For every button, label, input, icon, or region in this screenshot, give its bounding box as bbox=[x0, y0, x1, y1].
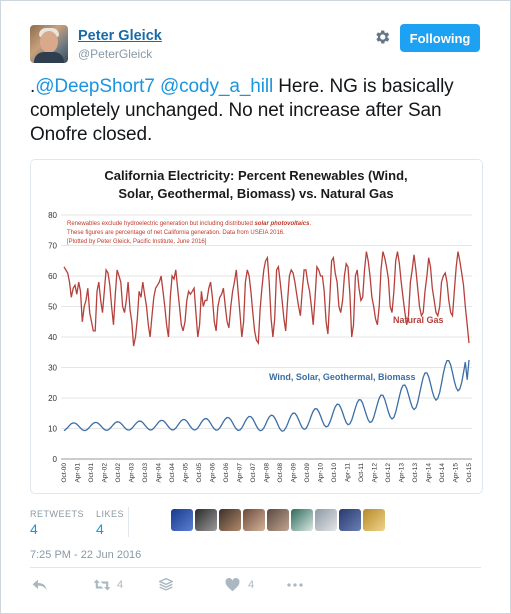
heart-icon bbox=[225, 578, 240, 592]
x-tick-label: Apr-15 bbox=[453, 463, 460, 483]
x-tick-label: Apr-11 bbox=[345, 463, 352, 482]
y-tick-label: 10 bbox=[48, 425, 57, 434]
x-tick-label: Oct-10 bbox=[331, 463, 338, 483]
more-icon bbox=[287, 583, 303, 587]
x-tick-label: Oct-13 bbox=[412, 463, 419, 483]
series-line-renewables bbox=[63, 359, 470, 432]
stack-icon bbox=[159, 578, 173, 591]
y-tick-label: 70 bbox=[48, 242, 57, 251]
y-tick-label: 80 bbox=[48, 211, 57, 220]
x-tick-label: Oct-11 bbox=[358, 463, 365, 482]
stats-divider bbox=[128, 507, 129, 537]
x-tick-label: Apr-02 bbox=[102, 463, 109, 483]
x-tick-label: Oct-03 bbox=[142, 463, 149, 483]
liker-avatar[interactable] bbox=[243, 509, 265, 531]
x-tick-label: Oct-02 bbox=[115, 463, 122, 483]
liker-avatar[interactable] bbox=[363, 509, 385, 531]
x-tick-label: Apr-08 bbox=[264, 463, 271, 483]
retweet-button[interactable]: 4 bbox=[93, 577, 123, 593]
display-name[interactable]: Peter Gleick bbox=[78, 28, 162, 44]
x-tick-label: Apr-10 bbox=[318, 463, 325, 483]
tweet-stats: RETWEETS 4 LIKES 4 bbox=[30, 501, 481, 541]
x-tick-label: Oct-15 bbox=[466, 463, 473, 483]
x-tick-label: Apr-14 bbox=[426, 463, 433, 483]
timestamp[interactable]: 7:25 PM - 22 Jun 2016 bbox=[30, 549, 142, 561]
collection-button[interactable] bbox=[159, 577, 173, 593]
tweet-media-chart[interactable]: California Electricity: Percent Renewabl… bbox=[30, 159, 483, 494]
chart-note-line2: These figures are percentage of net Cali… bbox=[67, 230, 285, 236]
text-body: Here. NG is basically completely unchang… bbox=[30, 76, 454, 145]
liker-avatar[interactable] bbox=[267, 509, 289, 531]
y-tick-label: 20 bbox=[48, 394, 57, 403]
mention-cody-a-hill[interactable]: @cody_a_hill bbox=[159, 76, 274, 97]
liker-avatar[interactable] bbox=[339, 509, 361, 531]
chart-note-line3: [Plotted by Peter Gleick, Pacific Instit… bbox=[67, 239, 207, 245]
following-button[interactable]: Following bbox=[400, 24, 480, 52]
likes-label: LIKES bbox=[96, 509, 125, 519]
liker-avatar[interactable] bbox=[195, 509, 217, 531]
y-tick-label: 30 bbox=[48, 364, 57, 373]
retweet-icon bbox=[93, 579, 111, 591]
x-tick-label: Apr-07 bbox=[237, 463, 244, 483]
more-button[interactable] bbox=[287, 577, 303, 593]
actions-divider bbox=[30, 567, 481, 568]
x-tick-label: Oct-12 bbox=[385, 463, 392, 483]
x-tick-label: Apr-01 bbox=[75, 463, 82, 483]
y-tick-label: 50 bbox=[48, 303, 57, 312]
liker-avatar[interactable] bbox=[171, 509, 193, 531]
like-button[interactable]: 4 bbox=[225, 577, 254, 593]
reply-icon bbox=[32, 579, 47, 591]
x-tick-label: Oct-14 bbox=[439, 463, 446, 483]
x-tick-label: Oct-07 bbox=[250, 463, 257, 483]
likes-count[interactable]: 4 bbox=[96, 521, 104, 537]
gear-icon[interactable] bbox=[373, 28, 391, 46]
x-tick-label: Oct-00 bbox=[61, 463, 68, 483]
chart-title-line2: Solar, Geothermal, Biomass) vs. Natural … bbox=[118, 186, 393, 201]
liker-avatar[interactable] bbox=[315, 509, 337, 531]
x-tick-label: Oct-09 bbox=[304, 463, 311, 483]
retweet-action-count: 4 bbox=[117, 579, 124, 591]
liker-avatar[interactable] bbox=[219, 509, 241, 531]
chart-title-line1: California Electricity: Percent Renewabl… bbox=[104, 168, 407, 183]
like-action-count: 4 bbox=[248, 579, 255, 591]
y-tick-label: 60 bbox=[48, 272, 57, 281]
chart-note-line1: Renewables exclude hydroelectric generat… bbox=[67, 221, 311, 227]
series-line-natural-gas bbox=[63, 251, 470, 347]
x-tick-label: Apr-05 bbox=[183, 463, 190, 483]
x-tick-label: Apr-06 bbox=[210, 463, 217, 483]
x-tick-label: Oct-01 bbox=[88, 463, 95, 483]
reply-button[interactable] bbox=[32, 577, 48, 593]
tweet-text: .@DeepShort7 @cody_a_hill Here. NG is ba… bbox=[30, 75, 485, 147]
x-tick-label: Apr-12 bbox=[372, 463, 379, 483]
x-tick-label: Oct-06 bbox=[223, 463, 230, 483]
text-prefix: . bbox=[30, 76, 36, 97]
x-tick-label: Apr-13 bbox=[399, 463, 406, 483]
series-label-natural-gas: Natural Gas bbox=[393, 315, 444, 325]
avatar[interactable] bbox=[30, 25, 68, 63]
liker-avatar[interactable] bbox=[291, 509, 313, 531]
y-tick-label: 0 bbox=[53, 455, 58, 464]
y-tick-label: 40 bbox=[48, 333, 57, 342]
mention-deepshort7[interactable]: @DeepShort7 bbox=[35, 76, 155, 97]
x-tick-label: Oct-04 bbox=[169, 463, 176, 483]
x-tick-label: Apr-09 bbox=[291, 463, 298, 483]
chart-svg: California Electricity: Percent Renewabl… bbox=[48, 168, 473, 483]
retweets-count[interactable]: 4 bbox=[30, 521, 38, 537]
series-label-renewables: Wind, Solar, Geothermal, Biomass bbox=[269, 372, 415, 382]
x-tick-label: Oct-08 bbox=[277, 463, 284, 483]
x-tick-label: Oct-05 bbox=[196, 463, 203, 483]
x-tick-label: Apr-04 bbox=[156, 463, 163, 483]
user-handle[interactable]: @PeterGleick bbox=[78, 47, 153, 61]
retweets-label: RETWEETS bbox=[30, 509, 85, 519]
x-tick-label: Apr-03 bbox=[129, 463, 136, 483]
